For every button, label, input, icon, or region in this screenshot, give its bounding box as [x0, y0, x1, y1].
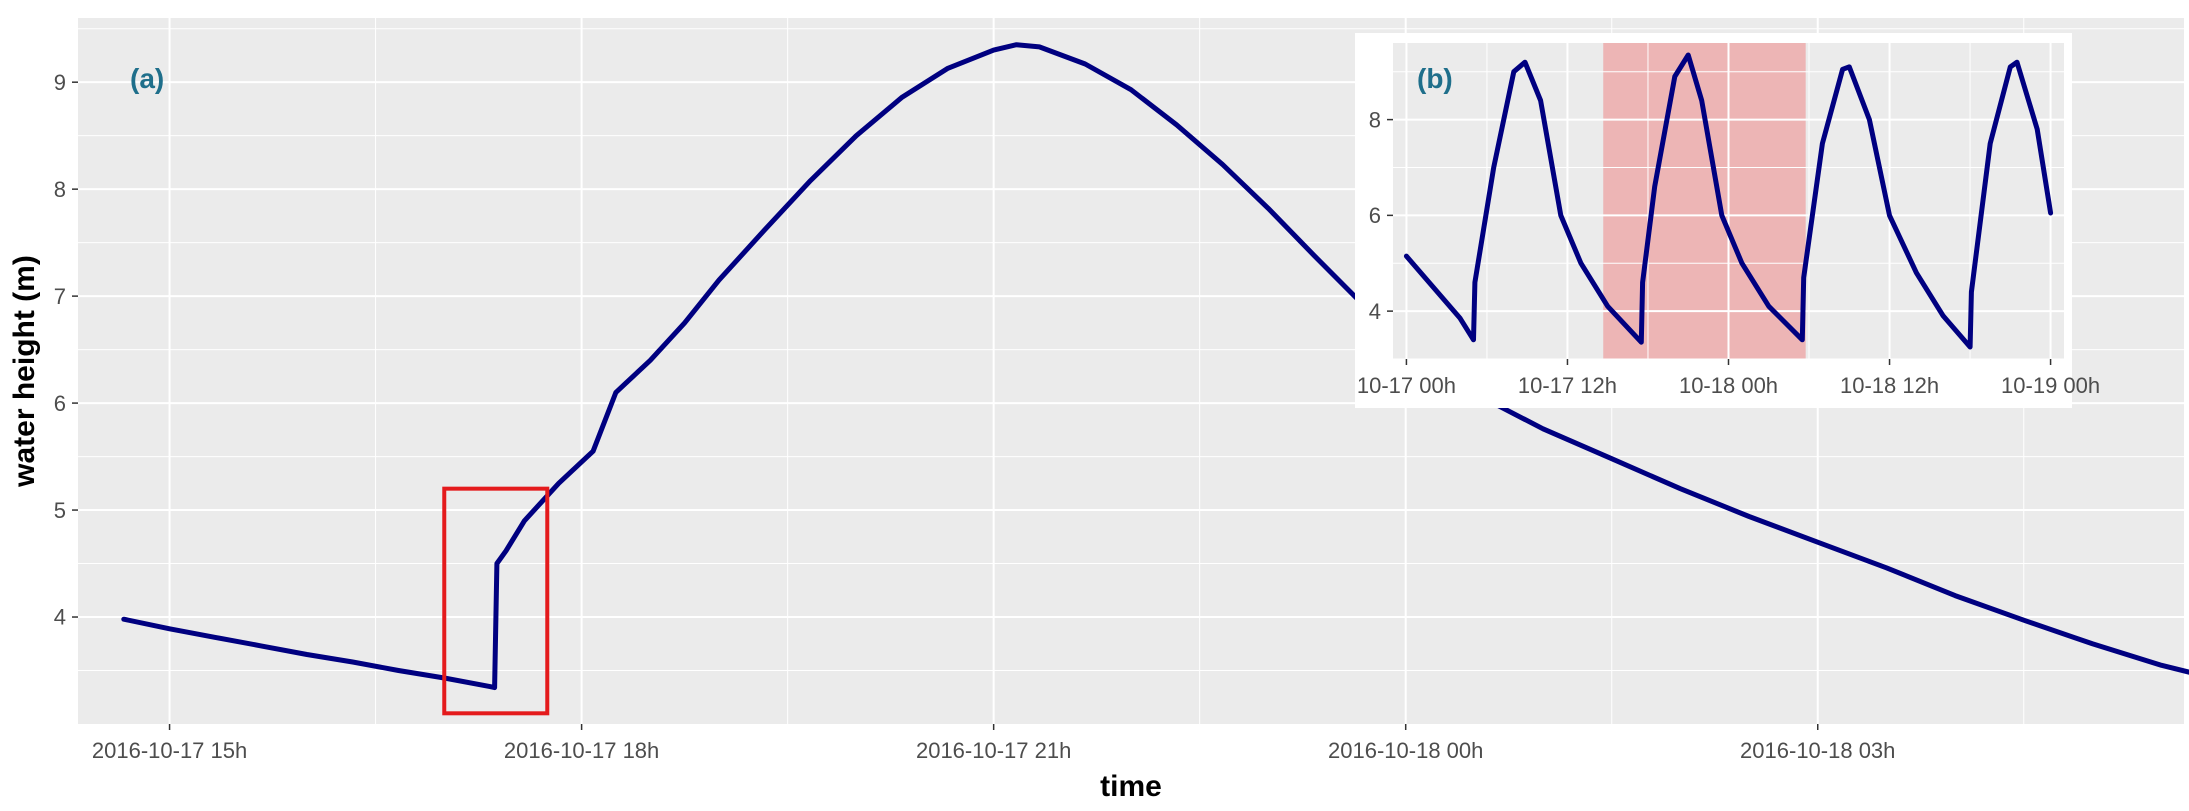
inset-y-tick-label: 4 [1369, 299, 1381, 324]
main-y-tick-label: 4 [54, 605, 66, 630]
inset-panel-label: (b) [1417, 63, 1453, 94]
main-x-tick-label: 2016-10-17 18h [504, 738, 659, 763]
main-panel-label: (a) [130, 63, 164, 94]
main-x-tick-label: 2016-10-18 03h [1740, 738, 1895, 763]
inset-x-tick-label: 10-18 12h [1840, 373, 1939, 398]
inset-y-tick-label: 8 [1369, 107, 1381, 132]
main-axes: 4 5 6 7 8 9 2016-10-17 15h 2016-10-17 18h 2016-1… [54, 70, 1896, 763]
main-x-tick-label: 2016-10-17 21h [916, 738, 1071, 763]
inset-x-tick-label: 10-18 00h [1679, 373, 1778, 398]
inset-axes: 4 6 8 10-17 00h 10-17 12h 10-18 00h 10-18 12h 1… [1357, 107, 2100, 398]
main-y-tick-label: 8 [54, 177, 66, 202]
inset-x-tick-label: 10-17 00h [1357, 373, 1456, 398]
main-y-tick-label: 9 [54, 70, 66, 95]
main-x-tick-label: 2016-10-18 00h [1328, 738, 1483, 763]
main-highlight-box [442, 486, 550, 716]
inset-panel: 4 6 8 10-17 00h 10-17 12h 10-18 00h 10-18 12h 1… [1355, 33, 2100, 408]
main-y-tick-label: 6 [54, 391, 66, 416]
main-y-tick-label: 5 [54, 498, 66, 523]
main-series-line [121, 42, 2189, 691]
inset-x-tick-label: 10-17 12h [1518, 373, 1617, 398]
main-y-tick-label: 7 [54, 284, 66, 309]
inset-series-line [1403, 52, 2054, 350]
main-x-tick-label: 2016-10-17 15h [92, 738, 247, 763]
main-x-axis-title: time [1100, 770, 1162, 803]
inset-y-tick-label: 6 [1369, 203, 1381, 228]
main-y-axis-title: water height (m) [8, 255, 41, 488]
inset-x-tick-label: 10-19 00h [2001, 373, 2100, 398]
